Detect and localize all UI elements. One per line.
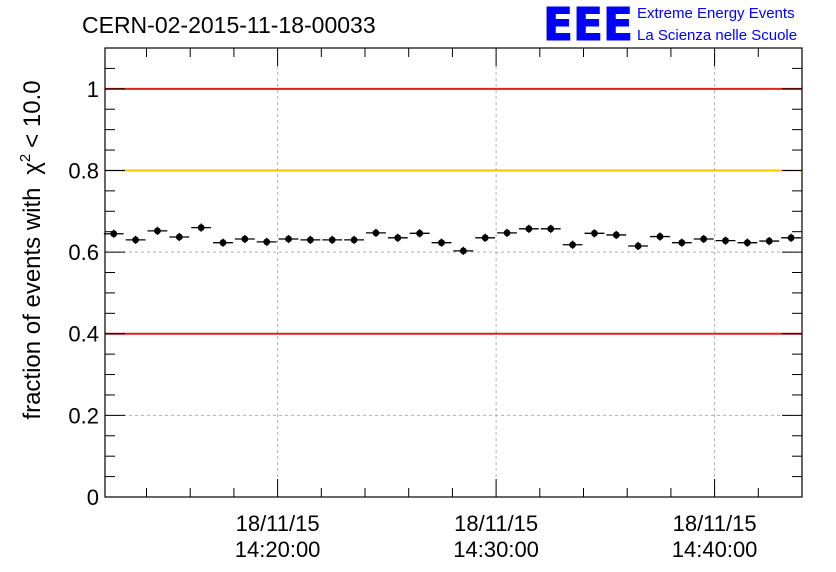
data-point: [737, 238, 758, 247]
data-point: [562, 240, 583, 249]
data-point: [540, 224, 561, 233]
marker: [700, 235, 708, 243]
marker: [765, 237, 773, 245]
data-point: [322, 235, 343, 244]
marker: [175, 233, 183, 241]
y-axis-label: fraction of events with χ2 < 10.0: [17, 80, 46, 419]
data-point: [191, 223, 212, 232]
y-tick-label: 0.6: [68, 240, 99, 265]
data-point: [781, 233, 801, 242]
marker: [459, 247, 467, 255]
data-point: [759, 236, 780, 246]
marker: [503, 229, 511, 237]
data-point: [147, 226, 168, 235]
marker: [416, 229, 424, 237]
x-tick-label-time: 14:40:00: [672, 537, 758, 562]
data-point: [715, 236, 736, 245]
data-point: [300, 235, 321, 244]
marker: [722, 237, 729, 245]
marker: [241, 235, 249, 243]
grid-lines: [105, 48, 802, 498]
data-point: [256, 237, 277, 246]
x-tick-label-date: 18/11/15: [673, 511, 757, 536]
marker: [525, 225, 533, 233]
data-point: [125, 235, 146, 244]
marker: [132, 236, 139, 244]
marker: [438, 239, 445, 247]
y-axis-label-main: fraction of events with: [19, 187, 46, 419]
marker: [285, 235, 292, 243]
marker: [372, 229, 380, 237]
y-tick-label: 1: [87, 77, 99, 102]
marker: [350, 236, 358, 244]
marker: [328, 236, 336, 244]
x-tick-label-date: 18/11/15: [454, 511, 538, 536]
data-point: [628, 241, 649, 251]
data-point: [584, 229, 605, 238]
marker: [219, 239, 227, 247]
eee-logo-line2: La Scienza nelle Scuole: [637, 27, 797, 44]
data-point: [453, 246, 474, 255]
marker: [306, 236, 314, 244]
eee-logo-line1: Extreme Energy Events: [637, 5, 795, 22]
marker: [612, 231, 620, 239]
data-point: [518, 224, 539, 233]
marker: [634, 242, 642, 250]
y-axis-label-symbol: χ: [19, 162, 46, 175]
data-point: [693, 234, 714, 244]
marker: [678, 239, 686, 247]
marker: [394, 234, 402, 242]
data-point: [344, 235, 365, 244]
plot-frame: [104, 47, 803, 498]
data-point: [475, 233, 496, 242]
y-tick-label: 0.8: [68, 158, 99, 183]
marker: [787, 234, 795, 242]
x-tick-label-time: 14:20:00: [235, 537, 321, 562]
marker: [197, 224, 205, 232]
marker: [481, 234, 489, 242]
chart-title: CERN-02-2015-11-18-00033: [82, 12, 376, 38]
data-point: [278, 234, 299, 244]
y-tick-label: 0.4: [68, 322, 99, 347]
data-point: [606, 230, 627, 240]
x-tick-label-date: 18/11/15: [236, 511, 320, 536]
x-axis-ticks: 18/11/1514:20:0018/11/1514:30:0018/11/15…: [146, 48, 803, 562]
data-point: [366, 228, 386, 237]
data-point: [234, 234, 255, 244]
data-point: [213, 238, 233, 247]
x-tick-label-time: 14:30:00: [453, 537, 539, 562]
eee-logo: EEE Extreme Energy Events La Scienza nel…: [543, 0, 798, 52]
data-point: [671, 238, 692, 247]
marker: [591, 229, 598, 237]
data-point: [650, 232, 670, 241]
marker: [154, 227, 161, 235]
y-tick-label: 0: [87, 485, 99, 510]
data-point: [169, 232, 190, 242]
marker: [263, 238, 271, 246]
marker: [743, 239, 751, 247]
marker: [656, 233, 664, 240]
data-point: [431, 238, 452, 247]
reference-lines: [105, 87, 802, 335]
y-axis-ticks: 0 0.2 0.4 0.6 0.8 1: [68, 47, 802, 510]
marker: [569, 241, 576, 249]
marker: [547, 225, 555, 233]
y-axis-label-sup: 2: [17, 154, 34, 162]
data-points: [103, 223, 801, 255]
data-point: [497, 228, 517, 237]
data-point: [409, 229, 430, 238]
plot-border: [104, 47, 803, 498]
y-tick-label: 0.2: [68, 403, 99, 428]
data-point: [103, 229, 124, 238]
y-axis-label-tail: < 10.0: [19, 80, 46, 147]
eee-logo-mark: EEE: [543, 0, 633, 51]
data-point: [387, 233, 408, 242]
